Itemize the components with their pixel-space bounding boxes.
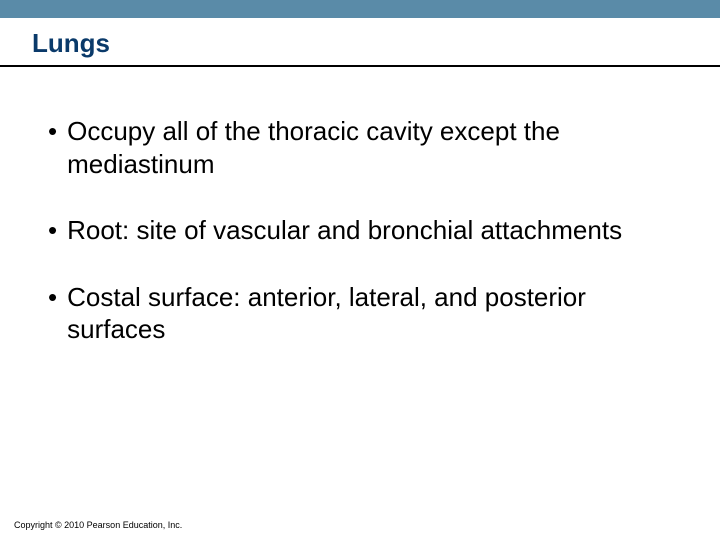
bullet-marker: • xyxy=(48,115,57,148)
bullet-marker: • xyxy=(48,281,57,314)
bullet-marker: • xyxy=(48,214,57,247)
list-item: • Root: site of vascular and bronchial a… xyxy=(48,214,672,247)
header-bar xyxy=(0,0,720,18)
list-item: • Occupy all of the thoracic cavity exce… xyxy=(48,115,672,180)
bullet-text: Costal surface: anterior, lateral, and p… xyxy=(67,281,672,346)
bullet-text: Root: site of vascular and bronchial att… xyxy=(67,214,672,247)
slide-title: Lungs xyxy=(0,18,720,59)
list-item: • Costal surface: anterior, lateral, and… xyxy=(48,281,672,346)
bullet-text: Occupy all of the thoracic cavity except… xyxy=(67,115,672,180)
copyright-text: Copyright © 2010 Pearson Education, Inc. xyxy=(14,520,182,530)
bullet-list: • Occupy all of the thoracic cavity exce… xyxy=(0,67,720,346)
